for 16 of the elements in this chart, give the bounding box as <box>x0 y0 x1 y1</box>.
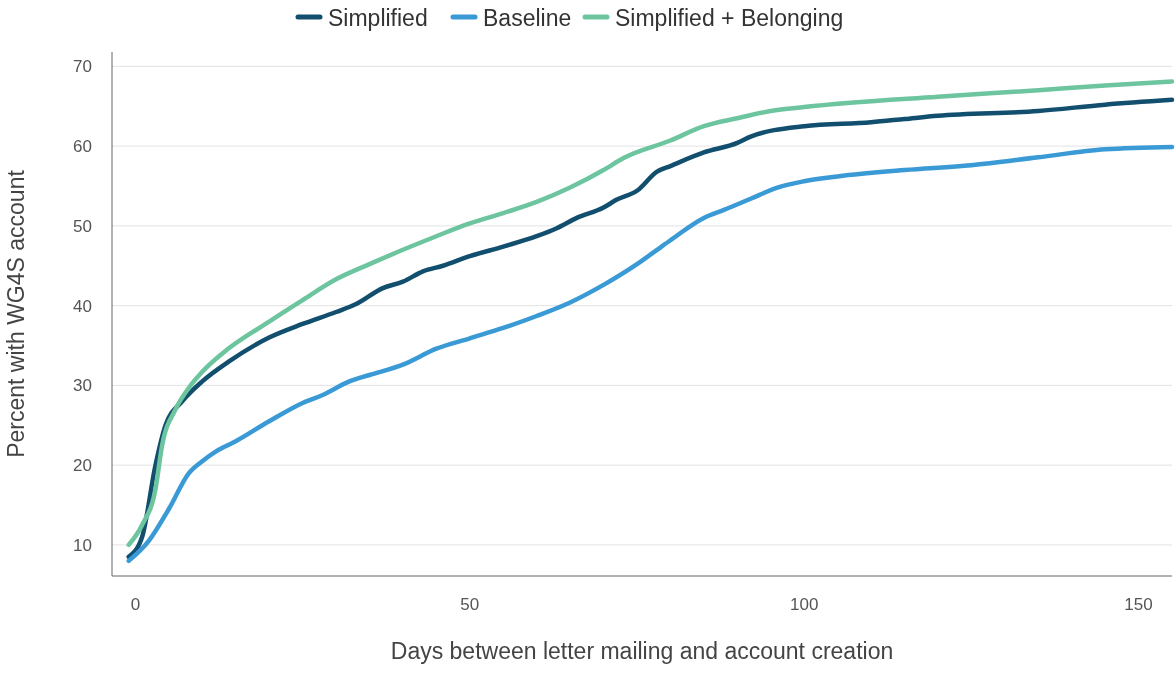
x-tick-label: 50 <box>460 595 480 614</box>
x-axis-title: Days between letter mailing and account creation <box>390 638 894 664</box>
x-tick-label: 0 <box>130 595 141 614</box>
legend-label: Baseline <box>483 5 572 32</box>
legend-label: Simplified + Belonging <box>615 5 844 32</box>
y-tick-label: 70 <box>73 57 92 77</box>
legend-label: Simplified <box>328 5 428 32</box>
y-axis-title: Percent with WG4S account <box>3 169 29 458</box>
x-tick-label: 150 <box>1124 595 1153 614</box>
y-tick-label: 10 <box>73 535 92 555</box>
y-tick-label: 30 <box>73 376 92 396</box>
y-tick-label: 40 <box>73 296 92 316</box>
y-tick-label: 20 <box>73 456 92 476</box>
x-tick-label: 100 <box>789 595 819 614</box>
y-tick-label: 50 <box>73 216 92 236</box>
y-tick-label: 60 <box>73 137 92 157</box>
